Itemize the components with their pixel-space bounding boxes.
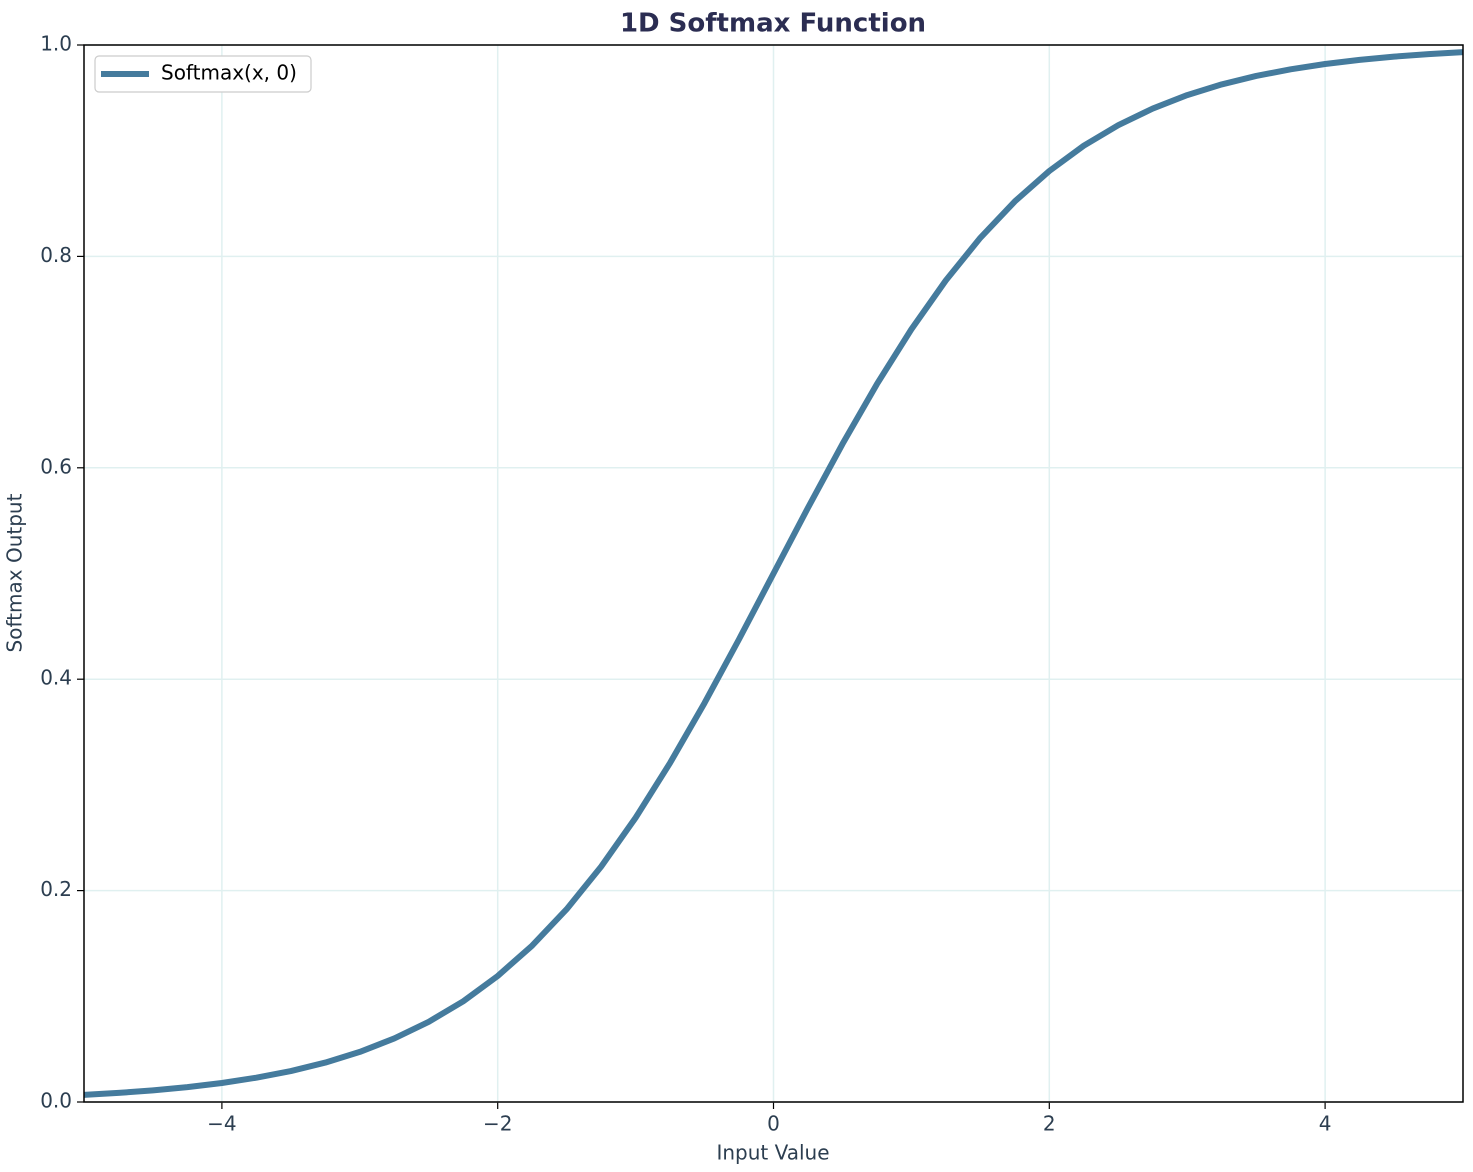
y-tick-label: 1.0 bbox=[40, 32, 72, 56]
y-tick-label: 0.4 bbox=[40, 666, 72, 690]
chart-title: 1D Softmax Function bbox=[620, 9, 926, 39]
y-axis-label: Softmax Output bbox=[3, 493, 27, 652]
x-tick-label: −2 bbox=[483, 1112, 512, 1136]
y-tick-label: 0.2 bbox=[40, 877, 72, 901]
y-tick-label: 0.8 bbox=[40, 243, 72, 267]
x-tick-label: 2 bbox=[1043, 1112, 1056, 1136]
x-axis-label: Input Value bbox=[716, 1141, 829, 1165]
x-tick-label: −4 bbox=[207, 1112, 236, 1136]
y-tick-label: 0.0 bbox=[40, 1089, 72, 1113]
y-tick-label: 0.6 bbox=[40, 454, 72, 478]
legend-label: Softmax(x, 0) bbox=[161, 61, 297, 85]
plot-frame bbox=[83, 44, 1464, 1103]
legend-box bbox=[94, 55, 312, 93]
line bbox=[83, 49, 1464, 1098]
x-tick-label: 4 bbox=[1319, 1112, 1332, 1136]
x-tick-label: 0 bbox=[767, 1112, 780, 1136]
